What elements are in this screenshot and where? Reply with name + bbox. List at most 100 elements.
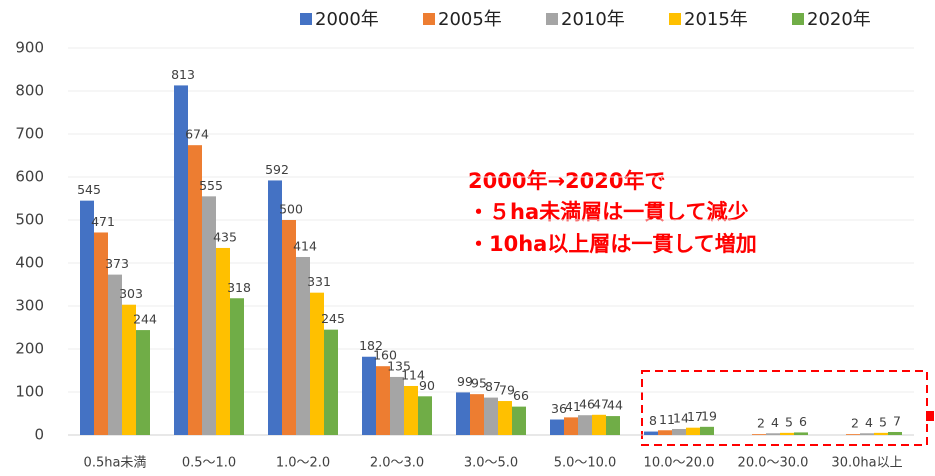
bar bbox=[202, 196, 216, 435]
value-label: 2 bbox=[757, 416, 765, 431]
y-tick-label: 400 bbox=[15, 254, 44, 272]
x-tick-label: 0.5～1.0 bbox=[182, 456, 236, 471]
x-tick-label: 10.0～20.0 bbox=[644, 456, 715, 471]
bar bbox=[136, 330, 150, 435]
bar bbox=[606, 416, 620, 435]
bar bbox=[310, 292, 324, 435]
bar bbox=[390, 376, 404, 435]
marker bbox=[926, 411, 934, 421]
x-tick-label: 5.0～10.0 bbox=[554, 456, 617, 471]
annotation: ・10ha以上層は一貫して増加 bbox=[468, 232, 757, 256]
value-label: 303 bbox=[119, 286, 143, 301]
bar bbox=[700, 426, 714, 435]
bar bbox=[484, 397, 498, 435]
value-label: 674 bbox=[185, 127, 209, 142]
value-label: 4 bbox=[771, 415, 779, 430]
annotation: 2000年→2020年で bbox=[468, 169, 666, 193]
bar bbox=[780, 432, 794, 435]
bar bbox=[888, 431, 902, 435]
legend-label: 2020年 bbox=[807, 9, 871, 30]
legend-label: 2005年 bbox=[438, 9, 502, 30]
value-label: 331 bbox=[307, 274, 331, 289]
bar bbox=[860, 433, 874, 435]
bar bbox=[874, 432, 888, 435]
value-label: 90 bbox=[419, 378, 435, 393]
value-label: 79 bbox=[499, 383, 515, 398]
bar bbox=[592, 414, 606, 435]
value-label: 500 bbox=[279, 202, 303, 217]
value-label: 17 bbox=[687, 409, 703, 424]
bar bbox=[752, 434, 766, 435]
value-label: 36 bbox=[551, 401, 567, 416]
y-tick-label: 800 bbox=[15, 82, 44, 100]
bar bbox=[846, 434, 860, 435]
bar bbox=[578, 415, 592, 435]
bar bbox=[282, 220, 296, 435]
bar bbox=[550, 419, 564, 435]
bar bbox=[404, 385, 418, 435]
value-label: 555 bbox=[199, 178, 223, 193]
y-tick-label: 500 bbox=[15, 211, 44, 229]
value-label: 318 bbox=[227, 280, 251, 295]
y-tick-label: 200 bbox=[15, 340, 44, 358]
value-label: 99 bbox=[457, 374, 473, 389]
bar bbox=[80, 200, 94, 435]
value-label: 114 bbox=[401, 367, 425, 382]
y-tick-label: 300 bbox=[15, 297, 44, 315]
value-label: 414 bbox=[293, 238, 317, 253]
value-label: 6 bbox=[799, 414, 807, 429]
value-label: 5 bbox=[785, 414, 793, 429]
bar bbox=[456, 392, 470, 435]
bar bbox=[564, 417, 578, 435]
y-tick-label: 700 bbox=[15, 125, 44, 143]
x-tick-label: 0.5ha未満 bbox=[84, 456, 147, 471]
value-label: 8 bbox=[649, 413, 657, 428]
bar bbox=[174, 85, 188, 435]
legend-label: 2015年 bbox=[684, 9, 748, 30]
value-label: 46 bbox=[579, 397, 595, 412]
y-tick-label: 100 bbox=[15, 383, 44, 401]
bar bbox=[362, 356, 376, 435]
value-label: 47 bbox=[593, 396, 609, 411]
x-tick-label: 2.0～3.0 bbox=[370, 456, 424, 471]
bar bbox=[470, 394, 484, 435]
value-label: 87 bbox=[485, 379, 501, 394]
value-label: 14 bbox=[673, 410, 689, 425]
value-label: 44 bbox=[607, 398, 623, 413]
bar bbox=[188, 145, 202, 435]
value-label: 471 bbox=[91, 214, 115, 229]
bar bbox=[108, 274, 122, 435]
value-label: 66 bbox=[513, 388, 529, 403]
bar bbox=[686, 427, 700, 435]
value-label: 245 bbox=[321, 311, 345, 326]
legend-swatch bbox=[546, 13, 558, 25]
value-label: 7 bbox=[893, 413, 901, 428]
value-label: 2 bbox=[851, 416, 859, 431]
legend-swatch bbox=[423, 13, 435, 25]
value-label: 135 bbox=[387, 358, 411, 373]
y-tick-label: 0 bbox=[34, 426, 44, 444]
legend-swatch bbox=[300, 13, 312, 25]
legend-swatch bbox=[669, 13, 681, 25]
bar bbox=[296, 256, 310, 435]
bar bbox=[512, 406, 526, 435]
bar bbox=[658, 430, 672, 435]
legend-swatch bbox=[792, 13, 804, 25]
y-tick-label: 900 bbox=[15, 39, 44, 57]
x-tick-label: 1.0～2.0 bbox=[276, 456, 330, 471]
value-label: 160 bbox=[373, 348, 397, 363]
value-label: 592 bbox=[265, 162, 289, 177]
value-label: 813 bbox=[171, 67, 195, 82]
legend-label: 2000年 bbox=[315, 9, 379, 30]
value-label: 19 bbox=[701, 408, 717, 423]
bar bbox=[418, 396, 432, 435]
x-tick-label: 30.0ha以上 bbox=[831, 456, 902, 471]
value-label: 41 bbox=[565, 399, 581, 414]
bar bbox=[324, 329, 338, 435]
bar bbox=[268, 180, 282, 435]
value-label: 5 bbox=[879, 414, 887, 429]
y-tick-label: 600 bbox=[15, 168, 44, 186]
value-label: 4 bbox=[865, 415, 873, 430]
bar bbox=[94, 232, 108, 435]
value-label: 95 bbox=[471, 376, 487, 391]
